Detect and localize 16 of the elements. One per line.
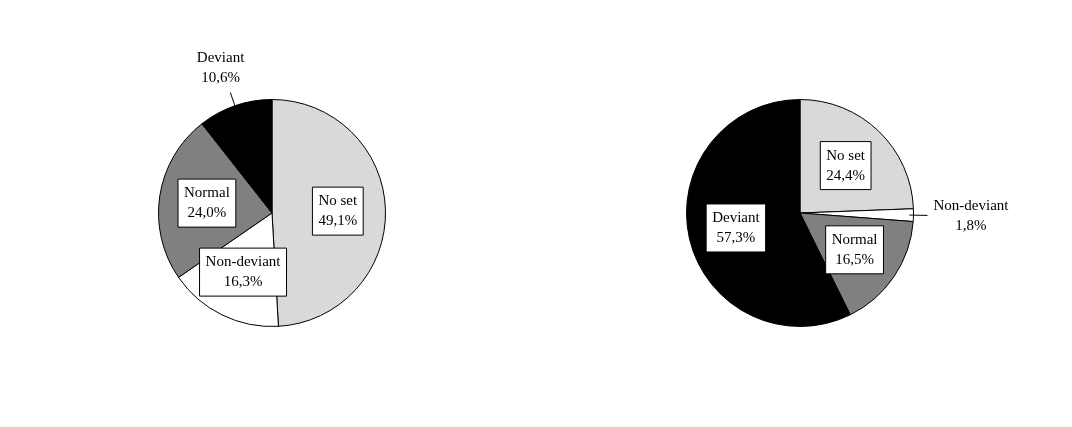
data-label: 1,8% <box>955 216 987 233</box>
data-label: 49,1% <box>318 212 358 229</box>
data-label: 57,3% <box>716 228 756 245</box>
data-label: 16,5% <box>835 250 874 267</box>
slice-label: Deviant <box>712 208 761 225</box>
data-label: 24,0% <box>187 204 227 221</box>
slice-label: Non-deviant <box>205 253 282 270</box>
slice-label: Non-deviant <box>933 196 1010 213</box>
slice-label: Normal <box>831 230 878 247</box>
slice-label: No set <box>318 192 359 209</box>
slice-label: Normal <box>184 184 230 201</box>
data-label: 16,3% <box>223 273 263 290</box>
slice-label: No set <box>826 146 866 163</box>
data-label: 24,4% <box>826 166 866 183</box>
slice-label: Deviant <box>196 48 246 65</box>
data-label: 10,6% <box>201 68 240 85</box>
